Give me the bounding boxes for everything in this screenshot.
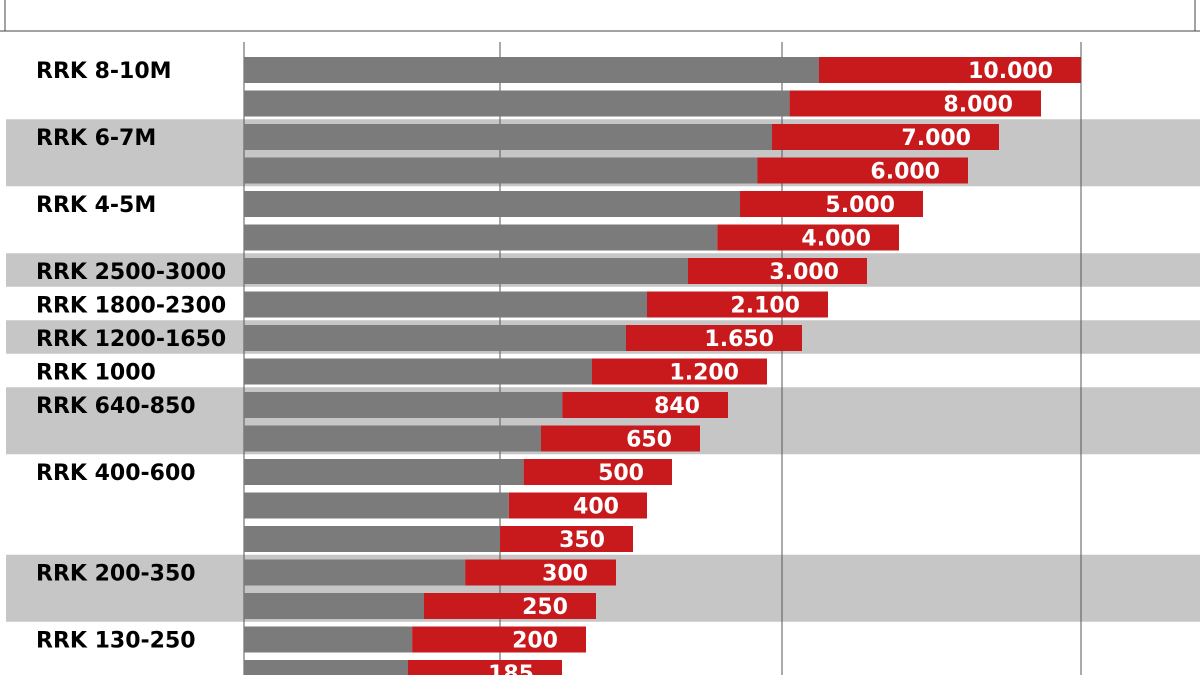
bar-layer <box>244 57 1081 675</box>
label-layer: RRK 8-10M 10.000 8.000 RRK 6-7M 7.000 6.000 RR… <box>36 59 1053 675</box>
bar-value-0-0 <box>819 57 1081 83</box>
bar-value-4-0 <box>647 291 828 318</box>
bar-base-9-0 <box>244 559 466 586</box>
group-label-10: RRK 130-250 <box>36 629 196 654</box>
value-label-2-1: 4.000 <box>801 227 871 252</box>
value-label-0-0: 10.000 <box>968 59 1053 84</box>
bar-value-8-0 <box>523 459 672 485</box>
value-label-5-0: 1.650 <box>704 327 774 352</box>
group-label-9: RRK 200-350 <box>36 562 196 587</box>
bar-base-10-0 <box>244 626 413 653</box>
value-label-3-0: 3.000 <box>769 260 839 285</box>
bar-base-1-1 <box>244 157 758 184</box>
value-label-4-0: 2.100 <box>730 294 800 319</box>
bar-base-6-0 <box>244 358 592 385</box>
value-label-2-0: 5.000 <box>825 193 895 218</box>
bar-value-8-1 <box>508 492 647 519</box>
group-label-6: RRK 1000 <box>36 361 156 386</box>
bar-value-10-1 <box>408 660 562 675</box>
bar-base-5-0 <box>244 325 626 351</box>
group-label-5: RRK 1200-1650 <box>36 327 226 352</box>
value-label-6-0: 1.200 <box>669 361 739 386</box>
bar-base-2-1 <box>244 224 718 251</box>
value-label-8-2: 350 <box>559 528 605 553</box>
bar-value-8-2 <box>500 526 633 552</box>
bar-value-3-0 <box>688 258 867 284</box>
bar-base-9-1 <box>244 593 424 619</box>
group-label-8: RRK 400-600 <box>36 461 196 486</box>
bar-base-10-1 <box>244 660 408 675</box>
value-label-9-1: 250 <box>522 595 568 620</box>
bar-base-0-1 <box>244 90 790 117</box>
value-label-8-1: 400 <box>573 495 619 520</box>
bar-value-2-0 <box>740 191 923 217</box>
bar-value-10-0 <box>412 626 586 653</box>
value-label-9-0: 300 <box>542 562 588 587</box>
bar-value-7-0 <box>562 392 728 418</box>
bar-value-9-0 <box>465 559 616 586</box>
bar-base-1-0 <box>244 124 772 150</box>
bar-base-7-0 <box>244 392 563 418</box>
bar-base-8-2 <box>244 526 500 552</box>
group-label-3: RRK 2500-3000 <box>36 260 226 285</box>
value-label-8-0: 500 <box>598 461 644 486</box>
bar-value-1-1 <box>757 157 968 184</box>
value-label-7-0: 840 <box>654 394 700 419</box>
bar-value-6-0 <box>592 358 767 385</box>
value-label-1-0: 7.000 <box>901 126 971 151</box>
bar-value-1-0 <box>772 124 999 150</box>
bar-value-5-0 <box>626 325 802 351</box>
group-label-2: RRK 4-5M <box>36 193 156 218</box>
value-label-10-1: 185 <box>488 662 534 675</box>
bar-base-0-0 <box>244 57 819 83</box>
bar-base-8-1 <box>244 492 509 519</box>
bar-value-2-1 <box>717 224 899 251</box>
bar-value-0-1 <box>789 90 1041 117</box>
group-label-1: RRK 6-7M <box>36 126 156 151</box>
bar-base-7-1 <box>244 425 541 452</box>
value-label-10-0: 200 <box>512 629 558 654</box>
bar-base-8-0 <box>244 459 524 485</box>
group-label-7: RRK 640-850 <box>36 394 196 419</box>
value-label-7-1: 650 <box>626 428 672 453</box>
bar-value-7-1 <box>541 425 700 452</box>
bar-base-2-0 <box>244 191 740 217</box>
value-label-0-1: 8.000 <box>943 93 1013 118</box>
bar-base-4-0 <box>244 291 647 318</box>
value-label-1-1: 6.000 <box>870 160 940 185</box>
group-label-4: RRK 1800-2300 <box>36 294 226 319</box>
bar-base-3-0 <box>244 258 688 284</box>
group-label-0: RRK 8-10M <box>36 59 172 84</box>
bar-value-9-1 <box>424 593 596 619</box>
